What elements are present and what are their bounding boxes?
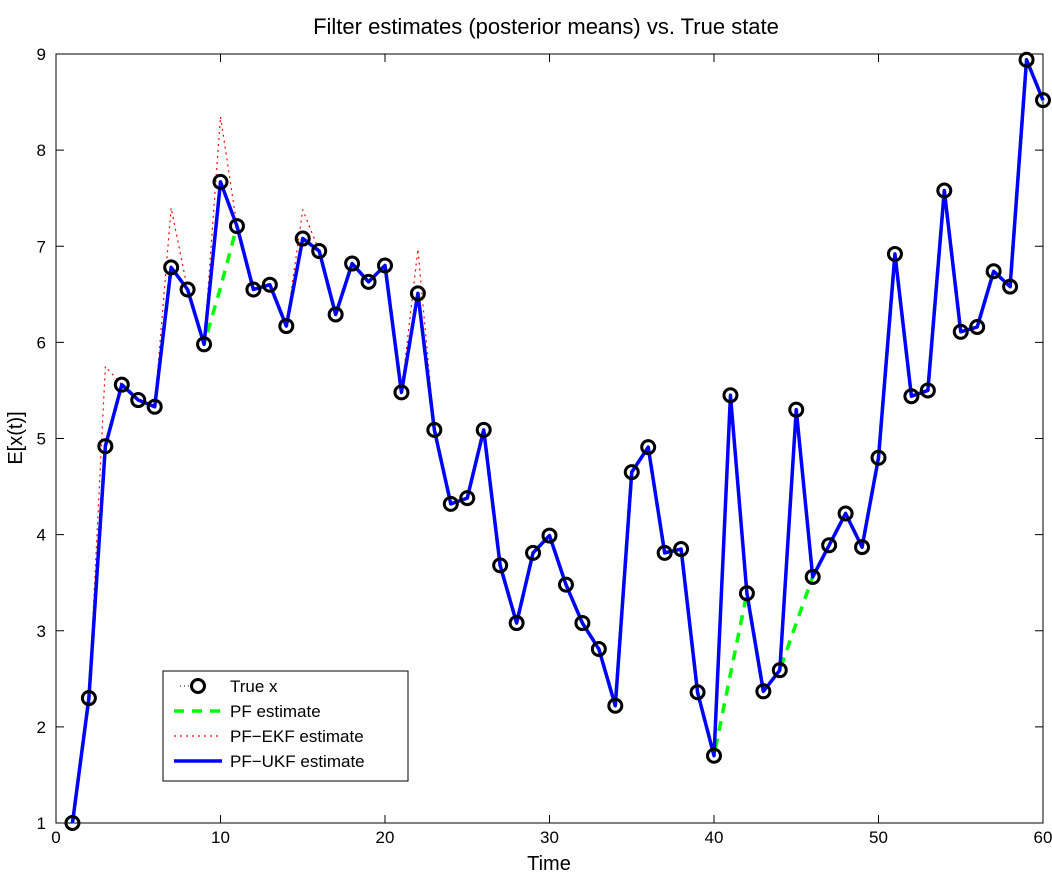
- legend: True x PF estimate PF−EKF estimate PF−UKF e…: [162, 670, 409, 782]
- data-point: [903, 388, 920, 405]
- data-point: [821, 537, 838, 554]
- data-point: [278, 318, 295, 335]
- data-point: [245, 281, 262, 298]
- data-point: [146, 398, 163, 415]
- x-tick-label: 40: [705, 828, 724, 847]
- y-tick-label: 7: [37, 237, 46, 256]
- data-point: [952, 323, 969, 340]
- data-point: [442, 495, 459, 512]
- data-point: [113, 376, 130, 393]
- data-point: [179, 281, 196, 298]
- data-point: [1018, 51, 1035, 68]
- y-tick-label: 5: [37, 430, 46, 449]
- data-point: [64, 815, 81, 831]
- data-point: [837, 505, 854, 522]
- y-tick-label: 4: [37, 526, 46, 545]
- data-point: [1035, 92, 1051, 109]
- y-tick-label: 1: [37, 814, 46, 833]
- data-point: [475, 421, 492, 438]
- data-point: [97, 438, 114, 455]
- data-point: [738, 585, 755, 602]
- y-tick-label: 2: [37, 718, 46, 737]
- data-point: [377, 257, 393, 274]
- legend-label: True x: [230, 677, 278, 696]
- data-point: [459, 490, 476, 507]
- data-point: [525, 544, 542, 561]
- x-tick-label: 10: [211, 828, 230, 847]
- series-layer: [64, 51, 1051, 831]
- data-point: [656, 544, 673, 561]
- data-point: [557, 576, 574, 593]
- data-point: [936, 182, 953, 199]
- data-point: [344, 255, 361, 272]
- x-tick-label: 60: [1034, 828, 1052, 847]
- x-tick-label: 50: [869, 828, 888, 847]
- data-point: [706, 747, 722, 764]
- data-point: [360, 273, 377, 290]
- x-axis-label: Time: [527, 853, 571, 875]
- data-point: [80, 690, 97, 707]
- data-point: [755, 683, 772, 700]
- y-tick-label: 9: [37, 45, 46, 64]
- data-point: [409, 285, 426, 302]
- legend-label: PF−UKF estimate: [230, 752, 365, 771]
- data-point: [228, 218, 245, 235]
- x-tick-label: 20: [376, 828, 395, 847]
- chart-title: Filter estimates (posterior means) vs. T…: [313, 14, 779, 39]
- data-point: [804, 568, 821, 585]
- data-point: [722, 387, 739, 404]
- data-point: [870, 449, 887, 466]
- data-point: [541, 527, 558, 544]
- true-x-markers: [64, 51, 1051, 831]
- legend-swatch-marker: [190, 678, 206, 694]
- data-point: [261, 276, 278, 293]
- data-point: [327, 306, 344, 323]
- data-point: [985, 263, 1002, 280]
- data-point: [294, 230, 311, 247]
- legend-label: PF−EKF estimate: [230, 727, 364, 746]
- data-point: [886, 245, 903, 262]
- x-tick-label: 30: [540, 828, 559, 847]
- data-point: [196, 336, 213, 353]
- data-point: [1002, 278, 1019, 295]
- legend-label: PF estimate: [230, 702, 321, 721]
- data-point: [393, 384, 410, 401]
- y-tick-label: 8: [37, 141, 46, 160]
- data-point: [771, 662, 788, 679]
- y-tick-label: 6: [37, 333, 46, 352]
- data-point: [640, 439, 657, 456]
- axis-ticks: 0 10 20 30 40 50 60 1 2 3 4 5 6 7 8 9: [37, 45, 1052, 847]
- data-point: [673, 541, 690, 558]
- x-tick-label: 0: [51, 828, 60, 847]
- data-point: [130, 392, 147, 409]
- data-point: [492, 557, 509, 574]
- data-point: [426, 421, 443, 438]
- data-point: [623, 464, 640, 481]
- y-axis-label: E[x(t)]: [5, 411, 27, 464]
- data-point: [969, 318, 986, 335]
- data-point: [163, 259, 180, 276]
- data-point: [508, 615, 525, 632]
- y-tick-label: 3: [37, 622, 46, 641]
- data-point: [919, 382, 936, 399]
- data-point: [574, 615, 591, 632]
- data-point: [607, 697, 624, 714]
- data-point: [788, 401, 805, 418]
- data-point: [689, 684, 706, 701]
- data-point: [311, 243, 328, 260]
- data-point: [854, 539, 871, 556]
- data-point: [212, 173, 229, 190]
- data-point: [590, 641, 607, 658]
